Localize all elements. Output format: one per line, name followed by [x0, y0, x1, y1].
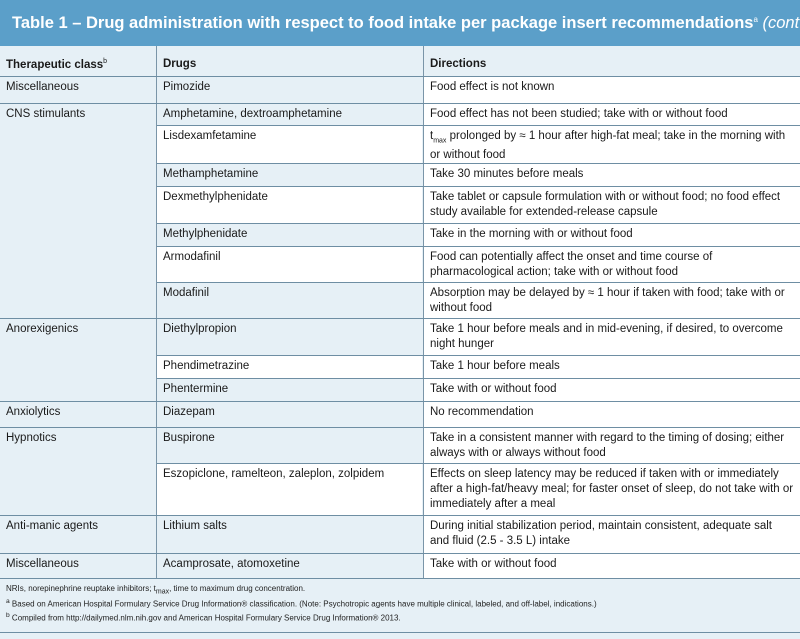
direction-cell: tmax prolonged by ≈ 1 hour after high-fa… — [424, 126, 800, 163]
direction-cell: Take 1 hour before meals — [424, 356, 800, 378]
table-title: Table 1 – Drug administration with respe… — [0, 0, 800, 46]
class-cell: Anorexigenics — [0, 319, 155, 401]
row-divider — [0, 515, 800, 516]
direction-cell: Take tablet or capsule formulation with … — [424, 187, 800, 223]
drug-cell: Lisdexamfetamine — [157, 126, 422, 163]
row-divider — [157, 186, 800, 187]
direction-cell: Absorption may be delayed by ≈ 1 hour if… — [424, 283, 800, 318]
row-divider — [157, 282, 800, 283]
direction-cell: Food can potentially affect the onset an… — [424, 247, 800, 282]
drug-cell: Diazepam — [157, 402, 422, 427]
drug-cell: Dexmethylphenidate — [157, 187, 422, 223]
drug-cell: Phendimetrazine — [157, 356, 422, 378]
row-divider — [0, 401, 800, 402]
direction-cell: Take with or without food — [424, 379, 800, 401]
footnote-abbreviations: NRIs, norepinephrine reuptake inhibitors… — [6, 584, 306, 596]
row-divider — [0, 318, 800, 319]
header-directions: Directions — [430, 58, 487, 70]
drug-cell: Methylphenidate — [157, 224, 422, 246]
header-therapeutic-class: Therapeutic classb — [6, 58, 108, 71]
column-divider — [156, 46, 157, 578]
drug-cell: Pimozide — [157, 77, 422, 103]
class-cell: Miscellaneous — [0, 77, 155, 103]
direction-cell: Take with or without food — [424, 554, 800, 578]
direction-cell: Take in a consistent manner with regard … — [424, 428, 800, 463]
row-divider — [157, 223, 800, 224]
drug-cell: Amphetamine, dextroamphetamine — [157, 104, 422, 125]
direction-cell: Effects on sleep latency may be reduced … — [424, 464, 800, 515]
row-divider — [0, 76, 800, 77]
direction-cell: During initial stabilization period, mai… — [424, 516, 800, 553]
class-cell: Miscellaneous — [0, 554, 155, 578]
row-divider — [157, 163, 800, 164]
direction-cell: Food effect has not been studied; take w… — [424, 104, 800, 125]
direction-cell: Take 1 hour before meals and in mid-even… — [424, 319, 800, 355]
direction-cell: Take 30 minutes before meals — [424, 164, 800, 186]
row-divider — [157, 463, 800, 464]
row-divider — [157, 125, 800, 126]
row-divider — [157, 246, 800, 247]
bottom-rule — [0, 632, 800, 633]
class-cell: Anti-manic agents — [0, 516, 155, 553]
row-divider — [0, 578, 800, 579]
drug-cell: Eszopiclone, ramelteon, zaleplon, zolpid… — [157, 464, 422, 515]
drug-cell: Diethylpropion — [157, 319, 422, 355]
drug-cell: Acamprosate, atomoxetine — [157, 554, 422, 578]
direction-cell: Food effect is not known — [424, 77, 800, 103]
header-drugs: Drugs — [163, 58, 197, 70]
row-divider — [0, 553, 800, 554]
row-divider — [0, 427, 800, 428]
row-divider — [157, 355, 800, 356]
class-cell: Anxiolytics — [0, 402, 155, 427]
drug-cell: Buspirone — [157, 428, 422, 463]
direction-cell: Take in the morning with or without food — [424, 224, 800, 246]
row-divider — [157, 378, 800, 379]
direction-cell: No recommendation — [424, 402, 800, 427]
column-divider — [423, 46, 424, 578]
drug-cell: Modafinil — [157, 283, 422, 318]
footnote-b: b Compiled from http://dailymed.nlm.nih.… — [6, 612, 401, 623]
footnote-a: a Based on American Hospital Formulary S… — [6, 598, 597, 609]
row-divider — [0, 103, 800, 104]
drug-cell: Armodafinil — [157, 247, 422, 282]
class-cell: CNS stimulants — [0, 104, 155, 318]
class-cell: Hypnotics — [0, 428, 155, 515]
drug-cell: Lithium salts — [157, 516, 422, 553]
drug-cell: Methamphetamine — [157, 164, 422, 186]
drug-cell: Phentermine — [157, 379, 422, 401]
